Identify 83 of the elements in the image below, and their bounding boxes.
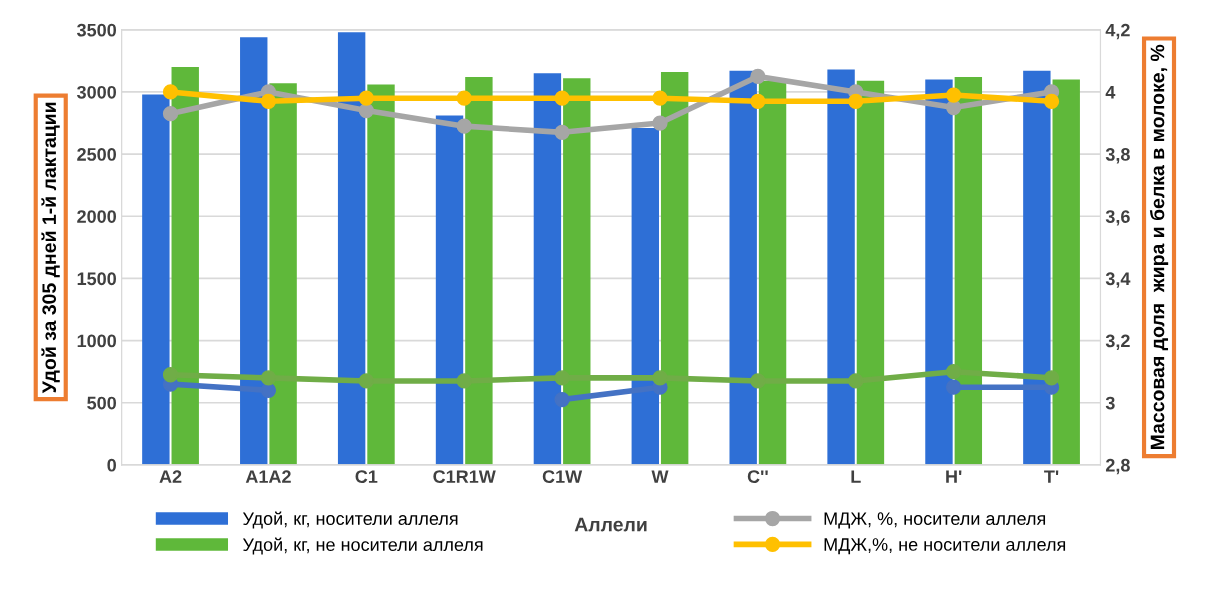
y2-tick-label: 3 <box>1105 396 1115 410</box>
y2-tick-label: 4,2 <box>1105 23 1130 40</box>
bar <box>729 70 757 465</box>
bar <box>240 37 268 465</box>
y-tick-label: 3500 <box>76 23 116 37</box>
x-tick-label: L <box>851 470 861 483</box>
bar <box>563 78 591 465</box>
x-tick-label: A1A2 <box>245 470 291 483</box>
y-tick-label: 1000 <box>77 334 116 348</box>
y2-tick-label: 3,6 <box>1105 210 1130 226</box>
x-tick-label: A2 <box>159 470 182 483</box>
bar <box>954 77 983 465</box>
point <box>456 90 472 106</box>
point <box>554 391 570 408</box>
y2-tick-label: 3,2 <box>1105 334 1130 350</box>
point <box>750 93 766 109</box>
x-tick-label: C1R1W <box>433 470 496 483</box>
legend-label: МДЖ, %, носители аллеля <box>824 512 1046 529</box>
bar <box>171 67 199 465</box>
legend-label: Удой, кг, носители аллеля <box>242 511 458 529</box>
point <box>848 373 864 389</box>
point <box>946 87 962 103</box>
y2-tick-label: 3,4 <box>1105 272 1131 288</box>
x-tick-label: T' <box>1044 470 1059 483</box>
legend-label: Удой, кг, не носители аллеля <box>242 537 483 555</box>
bar <box>925 79 953 465</box>
point <box>1043 370 1060 386</box>
bar <box>435 115 464 465</box>
y-tick-label: 0 <box>107 458 116 472</box>
point <box>554 90 570 106</box>
bar <box>269 83 297 465</box>
x-tick-label: C'' <box>747 470 768 483</box>
point <box>652 115 668 131</box>
y-axis-title: Удой за 305 дней 1-й лактации <box>41 102 60 394</box>
point <box>358 373 374 389</box>
point <box>260 370 277 386</box>
bar <box>142 94 170 465</box>
bar <box>1023 70 1051 465</box>
x-tick-label: H' <box>946 470 962 483</box>
x-tick-label: C1W <box>542 470 583 483</box>
point <box>260 93 277 109</box>
point <box>358 102 374 119</box>
bar <box>1052 79 1080 465</box>
bar <box>660 72 689 465</box>
point <box>162 367 179 383</box>
bar <box>856 80 885 465</box>
point <box>946 99 962 116</box>
bar <box>367 84 395 465</box>
point <box>652 90 668 106</box>
point <box>652 370 668 386</box>
point <box>162 84 179 100</box>
y-tick-label: 2000 <box>77 210 116 223</box>
y2-tick-label: 4 <box>1105 86 1116 99</box>
point <box>1043 93 1060 109</box>
point <box>946 364 962 380</box>
bar <box>533 73 562 465</box>
point <box>554 124 570 140</box>
x-axis-title: Аллели <box>574 517 647 532</box>
bar <box>827 69 855 465</box>
point <box>456 373 472 389</box>
bar <box>465 77 493 465</box>
legend-label: МДЖ,%, не носители аллеля <box>824 538 1066 555</box>
y-tick-label: 3000 <box>76 85 116 99</box>
point <box>358 90 374 106</box>
point <box>554 370 570 386</box>
point <box>260 382 277 398</box>
point <box>848 93 864 109</box>
point <box>456 118 472 134</box>
y2-tick-label: 2,8 <box>1105 458 1130 475</box>
y2-axis-title: Массовая доля жира и белка в молоке, % <box>1149 44 1169 450</box>
x-tick-label: W <box>651 470 669 483</box>
x-tick-label: C1 <box>355 470 378 483</box>
y-tick-label: 1500 <box>77 272 116 286</box>
y-tick-label: 2500 <box>77 148 116 161</box>
bar <box>337 32 366 465</box>
bar <box>631 128 660 465</box>
point <box>750 68 766 85</box>
point <box>946 379 962 395</box>
point <box>162 106 179 122</box>
y-tick-label: 500 <box>87 396 116 410</box>
y2-tick-label: 3,8 <box>1105 148 1130 164</box>
bar <box>758 80 787 465</box>
point <box>750 373 766 389</box>
